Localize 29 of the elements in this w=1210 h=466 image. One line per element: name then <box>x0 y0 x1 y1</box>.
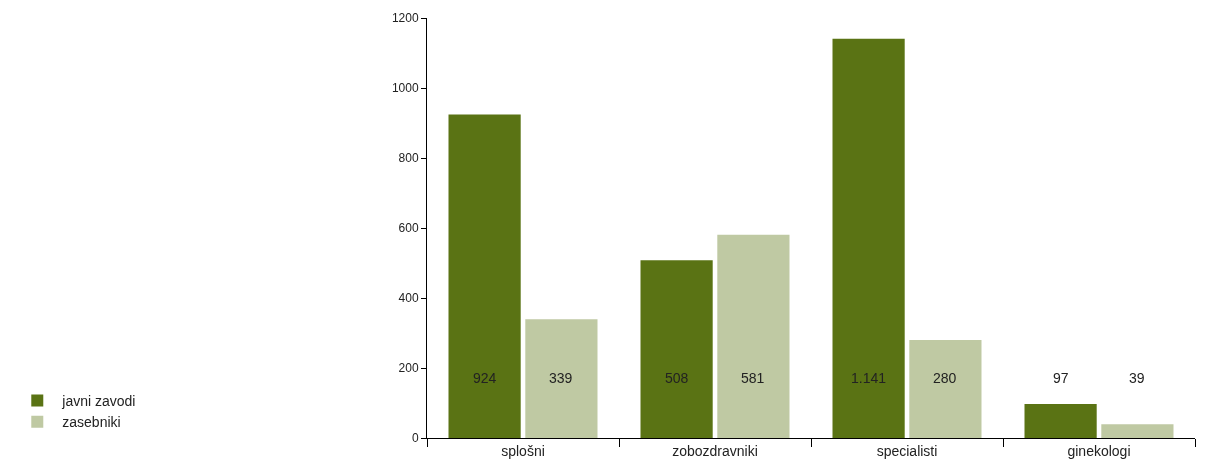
data-label: 924 <box>473 370 497 386</box>
x-tick-label: specialisti <box>876 442 938 459</box>
data-label: 339 <box>549 370 573 386</box>
bar <box>525 319 598 438</box>
x-tick-label: zobozdravniki <box>672 442 758 459</box>
y-tick-label: 800 <box>398 151 419 166</box>
bar <box>448 114 521 438</box>
bar <box>717 234 790 438</box>
data-label: 1.141 <box>851 370 887 386</box>
bar <box>640 260 713 438</box>
data-label: 581 <box>741 370 765 386</box>
y-tick-label: 1000 <box>391 81 419 96</box>
data-label: 39 <box>1129 370 1145 386</box>
bar <box>1101 424 1174 438</box>
data-label: 508 <box>665 370 689 386</box>
y-tick-label: 200 <box>398 361 419 376</box>
x-tick-label: splošni <box>501 442 545 459</box>
y-tick-label: 600 <box>398 221 419 236</box>
x-tick-label: ginekologi <box>1067 442 1131 459</box>
legend-label: javni zavodi <box>61 393 136 410</box>
data-label: 280 <box>933 370 957 386</box>
data-label: 97 <box>1053 370 1069 386</box>
y-tick-label: 1200 <box>391 11 419 26</box>
bar <box>909 340 982 438</box>
legend-label: zasebniki <box>62 414 121 431</box>
y-tick-label: 400 <box>398 291 419 306</box>
y-tick-label: 0 <box>411 431 419 446</box>
bar <box>1024 404 1097 438</box>
bar <box>832 38 905 438</box>
